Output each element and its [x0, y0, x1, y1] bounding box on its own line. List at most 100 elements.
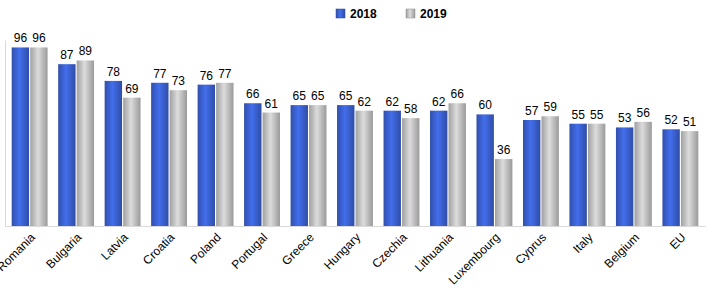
axis-line [5, 41, 6, 227]
legend-label: 2019 [420, 7, 447, 21]
bar [198, 85, 215, 226]
data-label: 55 [571, 108, 585, 122]
tick: Cyprus [512, 226, 549, 267]
tick-label: Portugal [229, 230, 271, 272]
plot: 9687787776666565626260575553529689697377… [0, 31, 706, 287]
legend-item: 2018 [336, 7, 377, 21]
data-label: 66 [451, 87, 465, 101]
data-label: 61 [265, 97, 279, 111]
bars [12, 47, 699, 226]
tick: Hungary [321, 226, 363, 272]
y-axis [5, 41, 6, 227]
tick: Poland [187, 226, 223, 267]
bar [588, 124, 605, 226]
tick: Italy [570, 226, 595, 256]
bar [291, 105, 308, 226]
data-label: 51 [683, 115, 697, 129]
bar [476, 114, 493, 226]
tick-label: Belgium [602, 230, 643, 271]
chart: 9687787776666565626260575553529689697377… [0, 0, 712, 301]
tick: Czechia [369, 226, 410, 271]
bar [449, 103, 466, 226]
legend-label: 2018 [350, 7, 377, 21]
bar [541, 116, 558, 226]
data-label: 73 [172, 74, 186, 88]
bar [616, 127, 633, 226]
bar [105, 81, 122, 226]
bar [151, 83, 168, 226]
data-label: 96 [32, 31, 46, 45]
bar [430, 111, 447, 226]
tick-label: Poland [187, 230, 223, 266]
tick: Romania [0, 226, 38, 274]
bar [77, 60, 94, 226]
tick: Bulgaria [43, 226, 84, 271]
data-label: 89 [79, 44, 93, 58]
data-label: 53 [618, 111, 632, 125]
legend-swatch [336, 9, 345, 18]
data-label: 65 [339, 89, 353, 103]
data-label: 76 [200, 69, 214, 83]
bar [244, 103, 261, 226]
legend-swatch [406, 9, 415, 18]
bar [402, 118, 419, 226]
bar [309, 105, 326, 226]
data-label: 57 [525, 104, 539, 118]
legend-item: 2019 [406, 7, 447, 21]
bar [634, 122, 651, 226]
data-label: 59 [543, 100, 557, 114]
bar [12, 47, 29, 226]
tick: Lithuania [412, 226, 457, 275]
tick: Belgium [602, 226, 643, 271]
tick-label: Lithuania [412, 230, 457, 275]
data-label: 36 [497, 143, 511, 157]
data-label: 87 [60, 48, 74, 62]
bar [263, 113, 280, 226]
data-label: 62 [358, 95, 372, 109]
data-label: 78 [107, 65, 121, 79]
bar [58, 64, 75, 226]
data-label: 52 [664, 113, 678, 127]
tick-label: Czechia [369, 230, 410, 271]
tick-label: EU [667, 230, 689, 252]
data-label: 55 [590, 108, 604, 122]
data-label: 62 [432, 95, 446, 109]
data-label: 96 [14, 31, 28, 45]
data-label: 69 [125, 82, 139, 96]
data-labels: 9687787776666565626260575553529689697377… [14, 31, 697, 157]
tick: Portugal [229, 226, 271, 272]
tick-label: Romania [0, 230, 38, 274]
tick: Latvia [98, 226, 131, 263]
tick-label: Cyprus [512, 230, 549, 267]
bar [337, 105, 354, 226]
tick-label: Luxembourg [446, 230, 503, 287]
bar [495, 159, 512, 226]
tick-label: Greece [279, 230, 317, 268]
tick: Luxembourg [446, 226, 503, 287]
tick-label: Latvia [98, 230, 131, 263]
tick-label: Bulgaria [43, 230, 84, 271]
data-label: 66 [246, 87, 260, 101]
tick: EU [667, 226, 689, 252]
tick: Greece [279, 226, 317, 268]
bar [681, 131, 698, 226]
tick: Croatia [140, 226, 177, 268]
data-label: 60 [479, 98, 493, 112]
tick-label: Hungary [321, 230, 363, 272]
bar [123, 98, 140, 226]
tick-label: Italy [570, 230, 595, 255]
legend: 2018 2019 [336, 7, 447, 21]
axis-line [6, 226, 706, 227]
data-label: 62 [386, 95, 400, 109]
bar [569, 124, 586, 226]
bar [356, 111, 373, 226]
x-axis: RomaniaBulgaria Latvia Croatia PolandPortug… [0, 226, 706, 287]
data-label: 58 [404, 102, 418, 116]
bar [523, 120, 540, 226]
data-label: 65 [293, 89, 307, 103]
data-label: 77 [153, 67, 167, 81]
bar [30, 47, 47, 226]
bar [216, 83, 233, 226]
bar [662, 129, 679, 226]
data-label: 65 [311, 89, 325, 103]
